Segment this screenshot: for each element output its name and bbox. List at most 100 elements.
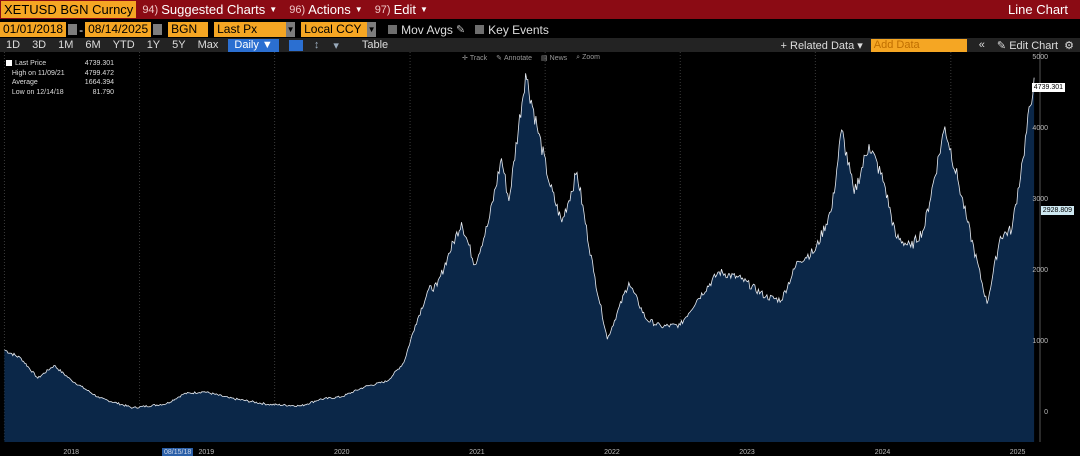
magnifier-icon: ⌕ <box>576 54 581 61</box>
x-tick-label: 2024 <box>874 449 891 456</box>
related-data-label: Related Data <box>790 39 855 52</box>
start-date-field[interactable]: 01/01/2018 <box>0 22 67 37</box>
date-separator: - <box>79 22 84 37</box>
dropdown-caret-icon[interactable]: ▼ <box>286 22 296 37</box>
frequency-label: Daily <box>234 38 259 51</box>
menu-number: 97) <box>374 3 391 16</box>
y-tick-label: 1000 <box>1032 337 1048 345</box>
x-tick-label: 2018 <box>63 449 79 456</box>
range-toolbar: 1D 3D 1M 6M YTD 1Y 5Y Max Daily ▼ ↕ ▾ Ta… <box>0 38 1080 52</box>
suggested-charts-menu[interactable]: 94) Suggested Charts ▼ <box>136 0 283 19</box>
y-tick-label: 0 <box>1044 408 1048 416</box>
range-button-1d[interactable]: 1D <box>6 39 21 51</box>
edit-chart-button[interactable]: ✎ Edit Chart <box>996 39 1059 52</box>
key-events-label: Key Events <box>488 22 549 37</box>
hover-date-badge: 08/15/18 <box>162 448 194 456</box>
x-tick-label: 2020 <box>333 449 350 456</box>
frequency-select[interactable]: Daily ▼ <box>228 38 279 52</box>
key-events-checkbox[interactable] <box>475 25 485 34</box>
menu-number: 94) <box>142 3 159 16</box>
dropdown-caret-icon[interactable]: ▼ <box>367 22 377 37</box>
crosshair-icon: ✛ <box>462 55 468 62</box>
caret-down-icon: ▼ <box>269 5 278 14</box>
legend-row: Last Price 4739.301 <box>6 59 114 69</box>
add-data-input[interactable]: Add Data <box>870 38 967 52</box>
range-button-1y[interactable]: 1Y <box>146 39 161 51</box>
chart-controls-row: 01/01/2018 - 08/14/2025 BGN Last Px ▼ Lo… <box>0 21 1080 38</box>
menu-label: Actions <box>308 2 351 17</box>
y-tick-label: 3000 <box>1032 195 1048 203</box>
chart-legend: Last Price 4739.301 High on 11/09/21 4799.… <box>6 59 114 97</box>
menu-label: Edit <box>393 2 416 17</box>
menu-number: 96) <box>289 3 306 16</box>
caret-down-icon: ▼ <box>420 5 428 14</box>
series-line-last-price <box>4 73 1035 409</box>
x-tick-label: 2025 <box>1009 449 1026 456</box>
pricing-source-field[interactable]: BGN <box>168 22 209 37</box>
legend-value: 81.790 <box>92 88 114 96</box>
calendar-icon[interactable] <box>68 24 78 35</box>
range-button-6m[interactable]: 6M <box>85 39 101 51</box>
pencil-icon: ✎ <box>496 55 502 62</box>
line-chart-icon[interactable] <box>288 39 303 51</box>
x-tick-label: 2023 <box>739 449 755 456</box>
range-button-3d[interactable]: 3D <box>32 39 47 51</box>
top-toolbar: XETUSD BGN Curncy 94) Suggested Charts ▼… <box>0 0 1080 19</box>
edit-chart-label: Edit Chart <box>1009 39 1059 52</box>
tool-label: Zoom <box>582 54 600 61</box>
menu-label: Suggested Charts <box>161 2 266 17</box>
price-field-select[interactable]: Last Px <box>214 22 287 37</box>
pencil-icon[interactable]: ✎ <box>455 24 466 36</box>
legend-value: 1664.394 <box>84 79 114 86</box>
y-tick-label: 4000 <box>1032 125 1048 132</box>
chart-type-title: Line Chart <box>1008 2 1068 17</box>
end-date-field[interactable]: 08/14/2025 <box>85 22 152 37</box>
news-tool[interactable]: ▤ News <box>541 54 567 62</box>
tool-label: News <box>549 55 568 62</box>
chart-canvas <box>3 52 1041 443</box>
actions-menu[interactable]: 96) Actions ▼ <box>283 0 368 19</box>
mov-avgs-label: Mov Avgs <box>401 22 453 37</box>
mov-avgs-checkbox[interactable] <box>388 25 398 34</box>
legend-value: 4739.301 <box>84 60 114 67</box>
range-button-5y[interactable]: 5Y <box>172 39 186 51</box>
x-tick-label: 2019 <box>198 449 215 456</box>
series-swatch <box>6 60 12 66</box>
collapse-icon[interactable]: « <box>978 39 985 51</box>
x-tick-label: 2022 <box>604 449 620 456</box>
bar-chart-icon[interactable]: ↕ <box>313 39 320 51</box>
legend-name: Low on 12/14/18 <box>11 88 64 96</box>
tool-label: Track <box>469 55 488 62</box>
y-tick-label: 2000 <box>1032 266 1048 274</box>
legend-value: 4799.472 <box>84 69 114 77</box>
annotate-tool[interactable]: ✎ Annotate <box>496 54 532 62</box>
series-area <box>4 73 1035 443</box>
legend-name: Average <box>11 79 38 86</box>
legend-name: Last Price <box>15 60 47 67</box>
last-price-badge: 4739.301 <box>1031 83 1065 92</box>
average-badge: 2928.809 <box>1040 206 1074 215</box>
zoom-tool[interactable]: ⌕ Zoom <box>576 54 600 62</box>
x-tick-label: 2021 <box>469 449 485 456</box>
related-data-button[interactable]: + Related Data ▾ <box>780 39 863 52</box>
edit-menu[interactable]: 97) Edit ▼ <box>369 0 434 19</box>
range-button-1m[interactable]: 1M <box>58 39 74 51</box>
currency-select[interactable]: Local CCY <box>301 22 368 37</box>
gear-icon[interactable]: ⚙ <box>1064 39 1074 52</box>
calendar-icon[interactable] <box>153 24 163 35</box>
track-tool[interactable]: ✛ Track <box>462 54 487 62</box>
y-tick-label: 5000 <box>1032 54 1048 62</box>
chart-type-caret-icon[interactable]: ▾ <box>333 39 339 52</box>
legend-row: Average 1664.394 <box>6 78 114 88</box>
legend-row: Low on 12/14/18 81.790 <box>6 88 114 98</box>
legend-name: High on 11/09/21 <box>11 69 65 77</box>
caret-down-icon: ▼ <box>354 5 363 14</box>
chart-tools: ✛ Track ✎ Annotate ▤ News ⌕ Zoom <box>462 54 600 62</box>
security-ticker-field[interactable]: XETUSD BGN Curncy <box>1 1 137 18</box>
range-button-max[interactable]: Max <box>197 39 219 51</box>
range-button-ytd[interactable]: YTD <box>112 39 135 51</box>
table-button[interactable]: Table <box>361 39 389 51</box>
news-icon: ▤ <box>541 55 548 62</box>
tool-label: Annotate <box>504 55 533 62</box>
price-chart[interactable]: Last Price 4739.301 High on 11/09/21 4799.… <box>0 52 1080 456</box>
